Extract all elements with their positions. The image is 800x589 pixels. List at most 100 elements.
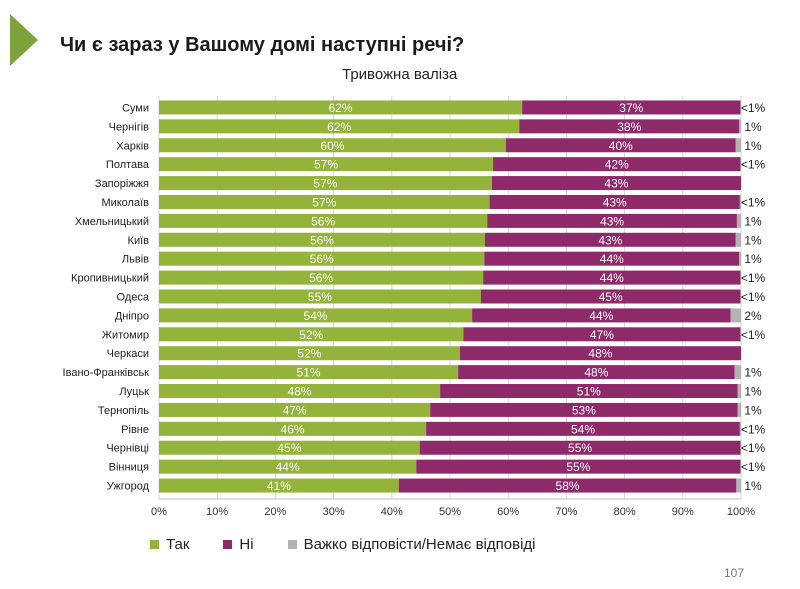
x-tick-label: 90% (672, 506, 694, 518)
category-label: Тернопіль (98, 405, 149, 417)
legend-label-no: Ні (239, 536, 254, 553)
data-label-hard: 1% (744, 366, 762, 380)
bar-yes (159, 232, 485, 247)
category-label: Чернівці (106, 443, 149, 455)
legend-label-yes: Так (166, 536, 190, 553)
data-label-hard: <1% (741, 158, 766, 172)
data-label-yes: 62% (327, 120, 351, 134)
data-label-hard: 1% (744, 479, 762, 493)
bar-yes (159, 213, 488, 228)
bar-hard (735, 232, 741, 247)
bar-hard (739, 119, 741, 134)
data-label-yes: 57% (313, 177, 337, 191)
bar-no (398, 478, 737, 493)
legend-item-yes: Так (150, 536, 189, 553)
bar-yes (159, 251, 485, 266)
bar-no (416, 459, 741, 474)
bar-no (472, 308, 731, 323)
bar-yes (159, 459, 417, 474)
bar-yes (159, 176, 492, 191)
bar-yes (159, 384, 441, 399)
bar-no (505, 138, 736, 153)
x-tick-label: 20% (264, 506, 286, 518)
category-label: Львів (122, 254, 149, 266)
data-label-no: 54% (571, 422, 595, 436)
data-label-no: 44% (600, 271, 624, 285)
legend-label-hard: Важко відповісти/Немає відповіді (303, 536, 536, 553)
bar-yes (159, 365, 459, 380)
data-label-no: 40% (609, 139, 633, 153)
data-label-no: 53% (572, 403, 596, 417)
data-label-hard: <1% (741, 290, 766, 304)
logo-chevron-icon (10, 14, 38, 66)
data-label-yes: 52% (299, 328, 323, 342)
data-label-no: 58% (556, 479, 580, 493)
category-label: Луцьк (119, 386, 149, 398)
bar-hard (740, 270, 741, 285)
bar-no (483, 270, 741, 285)
data-label-hard: <1% (741, 328, 766, 342)
bar-yes (159, 138, 506, 153)
bar-no (430, 402, 738, 417)
x-tick-label: 10% (206, 506, 228, 518)
bar-yes (159, 100, 523, 115)
data-label-yes: 55% (308, 290, 332, 304)
category-label: Одеса (117, 292, 150, 304)
bar-no (419, 440, 741, 455)
bar-hard (740, 459, 741, 474)
bar-yes (159, 308, 473, 323)
page-number: 107 (724, 566, 745, 580)
bar-hard (739, 251, 741, 266)
legend-item-no: Ні (223, 536, 254, 553)
bar-hard (735, 138, 741, 153)
data-label-yes: 52% (297, 347, 321, 361)
bar-yes (159, 119, 520, 134)
data-label-no: 44% (600, 252, 624, 266)
bar-hard (734, 365, 741, 380)
data-label-yes: 60% (320, 139, 344, 153)
bar-hard (737, 402, 741, 417)
data-label-yes: 56% (309, 271, 333, 285)
bar-yes (159, 327, 464, 342)
data-label-yes: 46% (281, 422, 305, 436)
data-label-yes: 41% (267, 479, 291, 493)
legend-swatch-yes (150, 540, 159, 549)
data-label-no: 47% (590, 328, 614, 342)
data-label-yes: 54% (304, 309, 328, 323)
data-label-hard: <1% (741, 195, 766, 209)
bar-yes (159, 157, 494, 172)
bar-no (480, 289, 741, 304)
x-tick-label: 30% (323, 506, 345, 518)
data-label-hard: 1% (744, 403, 762, 417)
bar-no (484, 251, 740, 266)
bar-no (459, 346, 741, 361)
category-label: Харків (116, 140, 149, 152)
bar-hard (740, 327, 741, 342)
bar-no (426, 421, 740, 436)
data-label-hard: <1% (741, 422, 766, 436)
bar-yes (159, 440, 420, 455)
data-label-yes: 56% (311, 214, 335, 228)
chart-subtitle: Тривожна валіза (342, 66, 458, 83)
data-label-hard: <1% (741, 271, 766, 285)
bar-yes (159, 289, 481, 304)
page-title: Чи є зараз у Вашому домі наступні речі? (60, 34, 465, 56)
bar-no (487, 213, 737, 228)
category-label: Кропивницький (71, 273, 149, 285)
bar-no (463, 327, 741, 342)
data-label-yes: 62% (329, 101, 353, 115)
data-label-hard: 1% (744, 139, 762, 153)
data-label-hard: <1% (741, 101, 766, 115)
x-tick-label: 60% (497, 506, 519, 518)
category-label: Хмельницький (75, 216, 149, 228)
legend-swatch-no (223, 540, 233, 549)
bar-no (493, 157, 741, 172)
x-tick-label: 80% (614, 506, 636, 518)
data-label-yes: 57% (312, 195, 336, 209)
bar-hard (730, 308, 741, 323)
x-tick-label: 100% (727, 506, 755, 518)
data-label-hard: <1% (741, 441, 766, 455)
data-label-no: 45% (599, 290, 623, 304)
data-label-yes: 47% (283, 403, 307, 417)
legend-swatch-hard (287, 540, 297, 549)
